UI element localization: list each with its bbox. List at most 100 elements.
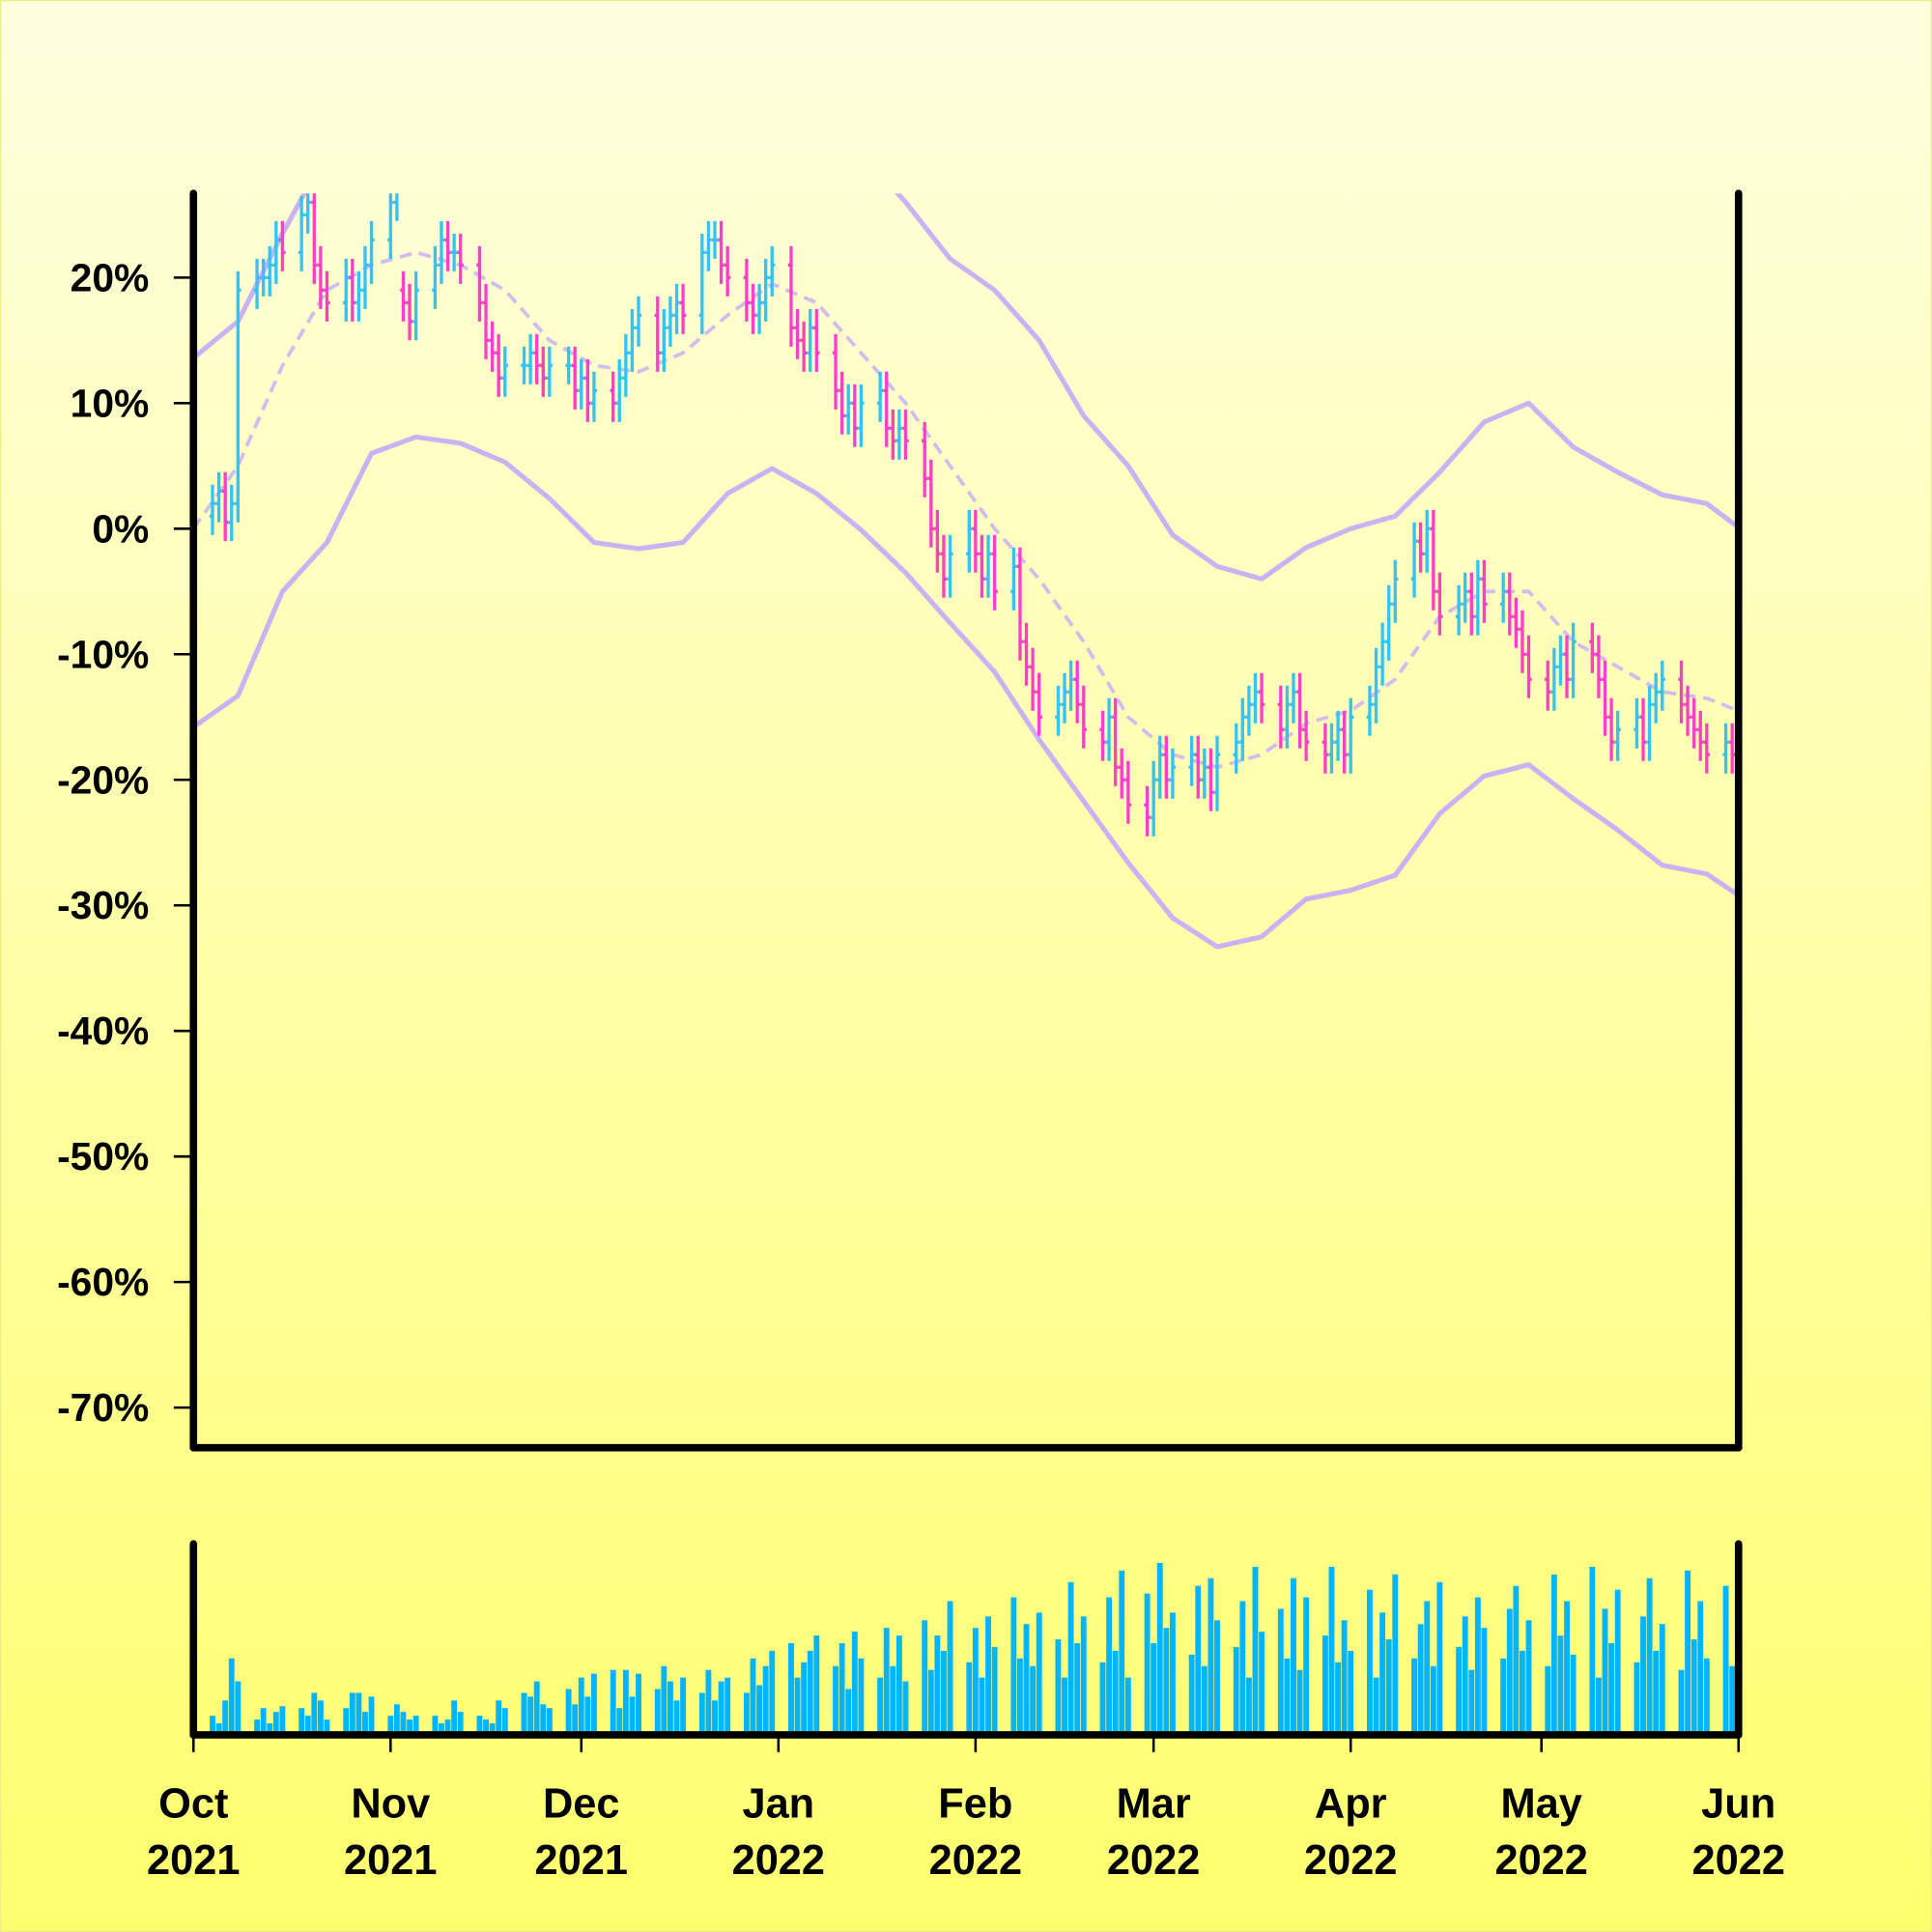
volume-bar <box>1341 1620 1348 1735</box>
volume-bar <box>979 1677 985 1735</box>
volume-bar <box>1163 1628 1170 1735</box>
volume-bar <box>457 1712 464 1735</box>
volume-bar <box>680 1677 687 1735</box>
volume-bar <box>902 1681 909 1735</box>
volume-bar <box>1303 1597 1310 1735</box>
volume-bar <box>966 1662 973 1735</box>
volume-bar <box>412 1716 419 1735</box>
x-tick-label: Jun 2022 <box>1692 1780 1785 1884</box>
volume-bar <box>546 1708 553 1735</box>
volume-bar <box>673 1700 680 1735</box>
volume-bar <box>1208 1577 1214 1735</box>
volume-bar <box>1144 1593 1151 1735</box>
volume-bar <box>801 1662 808 1735</box>
volume-bar <box>527 1696 534 1735</box>
volume-bar <box>1520 1650 1525 1735</box>
volume-bar <box>260 1708 267 1735</box>
volume-bar <box>1550 1574 1557 1735</box>
volume-bar <box>1690 1639 1697 1735</box>
volume-bar <box>496 1700 502 1735</box>
volume-bar <box>1646 1577 1653 1735</box>
x-tick-label: May 2022 <box>1494 1780 1587 1884</box>
volume-bar <box>705 1669 712 1735</box>
volume-bar <box>1462 1616 1468 1735</box>
volume-bar <box>1456 1646 1463 1735</box>
volume-bar <box>1214 1620 1220 1735</box>
volume-bar <box>845 1689 852 1735</box>
volume-bar <box>1564 1601 1570 1735</box>
volume-bar <box>355 1692 362 1735</box>
y-tick-label: -40% <box>57 1009 149 1053</box>
volume-bar <box>1634 1662 1640 1735</box>
x-tick-label: Apr 2022 <box>1304 1780 1397 1884</box>
volume-bar <box>407 1719 412 1735</box>
band-upper <box>193 193 1739 582</box>
volume-bar <box>343 1708 350 1735</box>
volume-bar <box>1506 1608 1513 1735</box>
y-tick-label: 20% <box>71 255 150 299</box>
volume-bar <box>578 1677 584 1735</box>
volume-bar <box>439 1723 444 1735</box>
volume-bar <box>1602 1608 1608 1735</box>
volume-bar <box>1596 1677 1602 1735</box>
volume-bar <box>279 1706 286 1735</box>
volume-bar <box>807 1650 813 1735</box>
volume-bar <box>610 1669 616 1735</box>
volume-bar <box>1703 1658 1710 1735</box>
volume-bar <box>317 1700 324 1735</box>
volume-bar <box>1233 1646 1239 1735</box>
volume-bar <box>833 1665 838 1735</box>
bands-layer <box>193 193 1739 950</box>
volume-bar <box>858 1658 865 1735</box>
volume-bar <box>1080 1616 1087 1735</box>
volume-bar <box>1055 1639 1062 1735</box>
x-tick-label: Nov 2021 <box>344 1780 437 1884</box>
volume-bar <box>629 1696 636 1735</box>
volume-bar <box>1608 1643 1615 1735</box>
volume-bar <box>1321 1635 1328 1735</box>
volume-bar <box>1513 1585 1520 1735</box>
volume-bar <box>1074 1643 1081 1735</box>
volume-bar <box>210 1716 215 1735</box>
volume-bar <box>622 1669 629 1735</box>
volume-bar <box>756 1685 763 1735</box>
volume-bar <box>972 1628 979 1735</box>
volume-bar <box>794 1677 801 1735</box>
volume-bar <box>1156 1562 1163 1735</box>
volume-bar <box>540 1704 547 1735</box>
volume-bar <box>1729 1665 1736 1735</box>
volume-bar <box>718 1681 724 1735</box>
band-lower <box>193 434 1739 950</box>
volume-bar <box>1030 1665 1037 1735</box>
volume-bar <box>927 1669 934 1735</box>
volume-bar <box>1188 1654 1195 1735</box>
volume-bar <box>432 1716 439 1735</box>
x-tick-label: Mar 2022 <box>1107 1780 1200 1884</box>
volume-bar <box>1296 1669 1303 1735</box>
volume-bar <box>922 1620 928 1735</box>
band-middle <box>193 250 1739 770</box>
x-tick-label: Jan 2022 <box>732 1780 825 1884</box>
volume-bar <box>1722 1585 1729 1735</box>
volume-bar <box>324 1719 330 1735</box>
volume-bar <box>1195 1585 1202 1735</box>
volume-bar <box>591 1673 597 1735</box>
volume-bar <box>533 1681 540 1735</box>
volume-bar <box>349 1692 355 1735</box>
volume-bar <box>1385 1639 1392 1735</box>
volume-bar <box>272 1712 279 1735</box>
volume-bar <box>1614 1589 1621 1735</box>
volume-bar <box>1245 1677 1252 1735</box>
volume-bar <box>1201 1665 1208 1735</box>
volume-bar <box>362 1712 368 1735</box>
volume-bar <box>724 1677 731 1735</box>
y-tick-label: 10% <box>71 381 150 425</box>
volume-bar <box>1392 1574 1399 1735</box>
y-tick-label: -30% <box>57 883 149 927</box>
x-tick-label: Dec 2021 <box>535 1780 628 1884</box>
volume-bar <box>895 1635 902 1735</box>
volume-bar <box>654 1689 661 1735</box>
